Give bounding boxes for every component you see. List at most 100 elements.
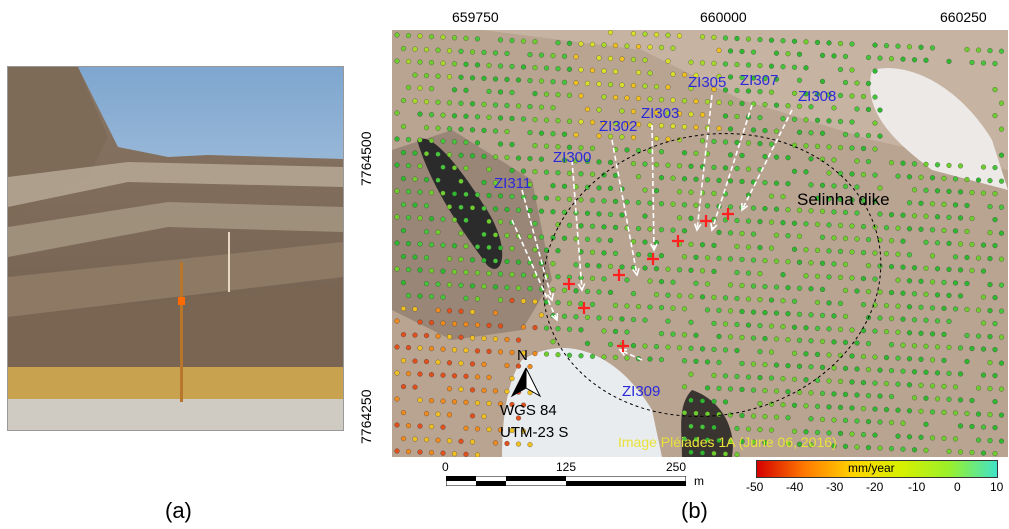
scatterer-dot bbox=[842, 53, 849, 60]
scatterer-dot bbox=[796, 389, 803, 395]
scatterer-dot bbox=[785, 233, 791, 239]
scatterer-dot bbox=[578, 145, 584, 151]
scatterer-dot bbox=[681, 124, 688, 130]
scatterer-dot bbox=[527, 130, 533, 136]
scatterer-dot bbox=[860, 224, 867, 230]
scatterer-dot bbox=[566, 222, 573, 228]
scatterer-dot bbox=[520, 324, 527, 330]
scatterer-dot bbox=[451, 35, 458, 41]
scatterer-dot bbox=[573, 236, 579, 242]
scatterer-dot bbox=[446, 308, 453, 314]
scatterer-dot bbox=[757, 115, 763, 121]
scatterer-dot bbox=[481, 179, 487, 185]
scatterer-dot bbox=[681, 410, 688, 416]
scatterer-dot bbox=[750, 335, 757, 341]
scatterer-dot bbox=[906, 356, 913, 362]
scatterer-dot bbox=[394, 58, 400, 64]
scatterer-dot bbox=[543, 143, 550, 149]
scatterer-dot bbox=[458, 386, 464, 392]
scatterer-dot bbox=[918, 200, 924, 206]
scatterer-dot bbox=[992, 425, 998, 431]
x-coordinate-label: 660250 bbox=[940, 9, 987, 25]
scatterer-dot bbox=[872, 406, 878, 412]
scatterer-dot bbox=[699, 424, 706, 430]
scatterer-dot bbox=[584, 106, 591, 112]
scatterer-dot bbox=[578, 223, 584, 229]
scatterer-dot bbox=[658, 123, 665, 129]
scatterer-dot bbox=[711, 346, 717, 352]
scatterer-dot bbox=[888, 368, 895, 374]
scatterer-dot bbox=[423, 47, 430, 53]
scatterer-dot bbox=[481, 413, 487, 419]
scatterer-dot bbox=[773, 128, 780, 134]
scatterer-dot bbox=[975, 307, 982, 313]
scatterer-dot bbox=[998, 334, 1005, 340]
scatterer-dot bbox=[601, 42, 607, 48]
scatterer-dot bbox=[624, 121, 630, 127]
scatterer-dot bbox=[980, 164, 987, 170]
scatterer-dot bbox=[446, 334, 453, 340]
scatterer-dot bbox=[819, 260, 826, 266]
scatterer-dot bbox=[854, 444, 860, 450]
scatterer-dot bbox=[458, 74, 464, 80]
scatterer-dot bbox=[458, 204, 464, 210]
scatterer-dot bbox=[469, 439, 476, 445]
scatterer-dot bbox=[860, 145, 867, 152]
scatterer-dot bbox=[428, 86, 435, 92]
scatterer-dot bbox=[711, 372, 717, 378]
scatterer-dot bbox=[883, 329, 890, 335]
zone-label: ZI308 bbox=[798, 88, 837, 105]
scatterer-dot bbox=[665, 84, 671, 90]
scatterer-dot bbox=[762, 310, 768, 316]
panel-label-b: (b) bbox=[681, 498, 708, 523]
scatterer-dot bbox=[906, 252, 913, 258]
scatterer-dot bbox=[681, 254, 688, 260]
scatterer-dot bbox=[658, 279, 665, 285]
field-photo bbox=[7, 66, 344, 431]
scatterer-dot bbox=[589, 197, 596, 203]
scatterer-dot bbox=[607, 159, 614, 165]
scatterer-dot bbox=[964, 176, 970, 183]
scatterer-dot bbox=[849, 223, 855, 229]
scatterer-dot bbox=[612, 250, 619, 256]
scatterer-dot bbox=[791, 402, 798, 408]
map-canvas bbox=[392, 30, 1008, 457]
displacement-arrow bbox=[741, 109, 793, 211]
scatterer-dot bbox=[941, 331, 947, 337]
scatterer-dot bbox=[819, 416, 826, 422]
scatterer-dot bbox=[463, 373, 469, 379]
scatterer-dot bbox=[860, 250, 867, 256]
scatterer-dot bbox=[584, 184, 591, 190]
displacement-arrow bbox=[521, 189, 553, 301]
scatterer-dot bbox=[872, 380, 878, 386]
scatterer-dot bbox=[612, 42, 619, 49]
scatterer-dot bbox=[727, 126, 734, 132]
scatterer-dot bbox=[987, 204, 993, 210]
scatterer-dot bbox=[900, 238, 906, 244]
scatterer-dot bbox=[619, 108, 625, 114]
scatterer-dot bbox=[458, 282, 464, 288]
scatterer-dot bbox=[428, 294, 435, 300]
scatterer-dot bbox=[400, 150, 407, 156]
scatterer-dot bbox=[826, 92, 832, 98]
scatterer-dot bbox=[550, 235, 556, 241]
scatterer-dot bbox=[819, 286, 826, 292]
scatterer-dot bbox=[849, 119, 855, 125]
scatterer-dot bbox=[849, 145, 855, 151]
scatterer-dot bbox=[704, 177, 711, 183]
scatterer-dot bbox=[998, 152, 1005, 158]
scatterer-dot bbox=[469, 153, 476, 159]
scatterer-dot bbox=[796, 51, 803, 57]
scatterer-dot bbox=[803, 39, 809, 45]
scatterer-dot bbox=[538, 130, 545, 136]
image-source-label: Image Pléiades 1A (June 06, 2016) bbox=[618, 434, 837, 450]
scatterer-dot bbox=[745, 62, 752, 68]
scatterer-dot bbox=[474, 426, 481, 432]
scatterer-dot bbox=[969, 345, 975, 352]
scatterer-dot bbox=[566, 196, 573, 202]
scatterer-dot bbox=[796, 129, 803, 135]
scatterer-dot bbox=[906, 200, 913, 206]
scatterer-dot bbox=[400, 123, 407, 130]
scatterer-dot bbox=[842, 79, 849, 86]
scatterer-dot bbox=[612, 120, 619, 127]
